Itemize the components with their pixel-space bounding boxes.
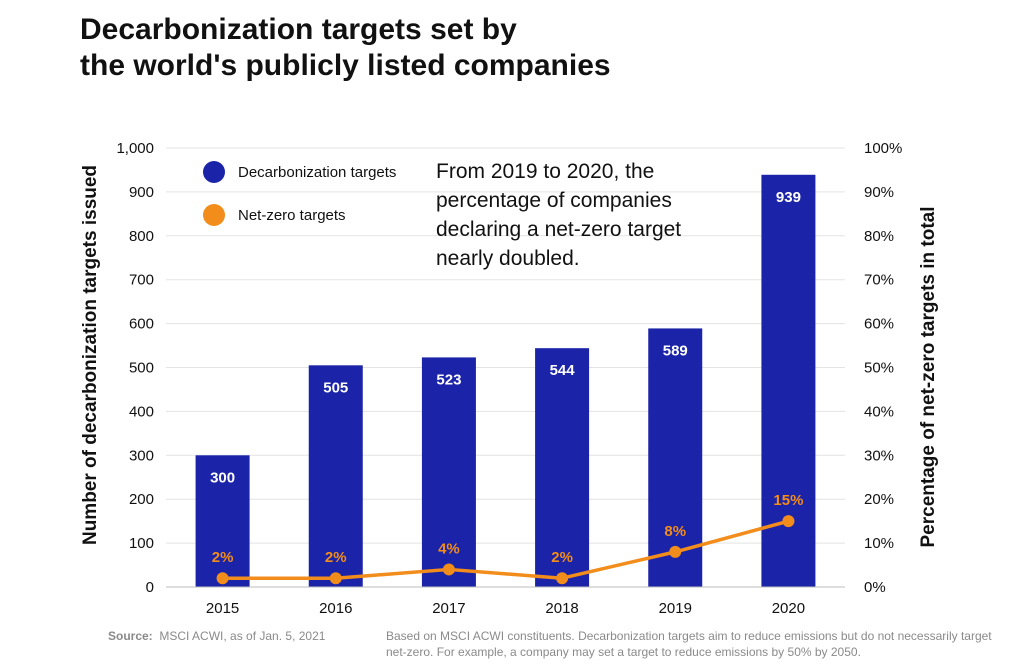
bar-label-2020: 939: [776, 189, 801, 206]
y-tick-label: 1,000: [116, 140, 154, 157]
net-zero-point-2016: [329, 572, 342, 585]
y-tick-label: 500: [129, 360, 154, 377]
annotation-line-2: percentage of companies: [436, 189, 672, 212]
y2-tick-label: 30%: [864, 447, 894, 464]
net-zero-point-2019: [669, 545, 682, 558]
bar-2017: [421, 357, 476, 587]
y-axis-title: Number of decarbonization targets issued: [80, 165, 101, 545]
line-label-2018: 2%: [551, 549, 573, 566]
y-tick-label: 300: [129, 447, 154, 464]
source-label: Source:: [108, 629, 153, 643]
chart-annotation: From 2019 to 2020, the percentage of com…: [436, 160, 681, 270]
y-tick-label: 200: [129, 491, 154, 508]
x-tick-label: 2016: [319, 600, 352, 617]
y2-axis-title: Percentage of net-zero targets in total: [918, 206, 939, 547]
legend: Decarbonization targets Net-zero targets: [203, 161, 396, 226]
y2-tick-label: 90%: [864, 184, 894, 201]
net-zero-point-2020: [782, 515, 795, 528]
bar-2019: [648, 328, 703, 587]
y-tick-label: 600: [129, 316, 154, 333]
bar-2016: [308, 365, 363, 587]
chart-title-line-2: the world's publicly listed companies: [80, 49, 611, 82]
bar-data-labels: 300 505 523 544 589 939: [210, 189, 801, 487]
y-tick-label: 900: [129, 184, 154, 201]
bar-label-2018: 544: [550, 362, 576, 379]
line-series: [216, 515, 795, 585]
bar-label-2019: 589: [663, 342, 688, 359]
line-label-2017: 4%: [438, 540, 460, 557]
line-label-2015: 2%: [212, 549, 234, 566]
source-text: MSCI ACWI, as of Jan. 5, 2021: [159, 629, 326, 643]
gridlines: [166, 147, 845, 544]
source-note: Source: MSCI ACWI, as of Jan. 5, 2021: [108, 628, 325, 644]
y2-tick-label: 0%: [864, 579, 886, 596]
x-tick-label: 2019: [659, 600, 692, 617]
y-tick-label: 700: [129, 272, 154, 289]
bar-label-2016: 505: [323, 379, 348, 396]
net-zero-point-2018: [556, 572, 569, 585]
chart-title: Decarbonization targets set by the world…: [80, 12, 611, 84]
line-label-2019: 8%: [664, 523, 686, 540]
y2-tick-label: 80%: [864, 228, 894, 245]
x-tick-label: 2020: [772, 600, 805, 617]
legend-marker-net-zero: [203, 204, 225, 226]
x-tick-label: 2018: [545, 600, 578, 617]
y-tick-label: 800: [129, 228, 154, 245]
y2-tick-label: 50%: [864, 360, 894, 377]
legend-label-net-zero: Net-zero targets: [238, 207, 346, 224]
y-tick-label: 100: [129, 535, 154, 552]
right-axis-ticks: 0% 10% 20% 30% 40% 50% 60% 70% 80% 90% 100%: [864, 140, 902, 596]
bar-2018: [535, 348, 590, 587]
bar-2015: [195, 455, 250, 587]
y2-tick-label: 10%: [864, 535, 894, 552]
x-tick-label: 2017: [432, 600, 465, 617]
net-zero-line: [222, 519, 789, 580]
line-data-labels: 2% 2% 4% 2% 8% 15%: [212, 492, 804, 566]
net-zero-point-2015: [216, 572, 229, 585]
bar-label-2017: 523: [436, 371, 461, 388]
y2-tick-label: 60%: [864, 316, 894, 333]
chart-title-line-1: Decarbonization targets set by: [80, 13, 517, 46]
left-axis-ticks: 0 100 200 300 400 500 600 700 800 900 1,000: [116, 140, 154, 596]
y2-tick-label: 100%: [864, 140, 902, 157]
annotation-line-1: From 2019 to 2020, the: [436, 160, 654, 183]
methodology-note: Based on MSCI ACWI constituents. Decarbo…: [386, 629, 992, 659]
annotation-line-4: nearly doubled.: [436, 247, 580, 270]
y2-tick-label: 20%: [864, 491, 894, 508]
y-tick-label: 400: [129, 403, 154, 420]
y-tick-label: 0: [146, 579, 154, 596]
y2-tick-label: 70%: [864, 272, 894, 289]
x-tick-label: 2015: [206, 600, 239, 617]
line-label-2016: 2%: [325, 549, 347, 566]
y2-tick-label: 40%: [864, 403, 894, 420]
annotation-line-3: declaring a net-zero target: [436, 218, 681, 241]
bar-label-2015: 300: [210, 469, 235, 486]
legend-label-decarbonization: Decarbonization targets: [238, 164, 396, 181]
line-label-2020: 15%: [773, 492, 803, 509]
x-axis-ticks: 2015 2016 2017 2018 2019 2020: [206, 600, 805, 617]
net-zero-point-2017: [442, 563, 455, 576]
legend-marker-decarbonization: [203, 161, 225, 183]
bar-series: [195, 174, 816, 588]
